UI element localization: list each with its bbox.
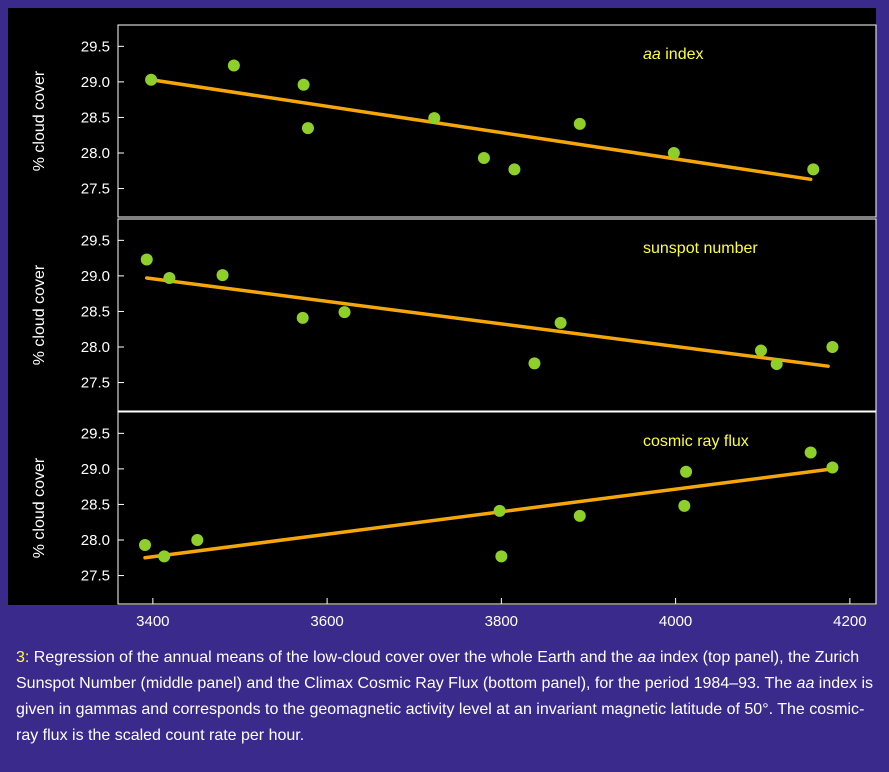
data-point — [163, 272, 176, 285]
y-axis-label: % cloud cover — [31, 70, 48, 171]
data-point — [573, 117, 586, 130]
x-tick-label: 3800 — [485, 613, 518, 630]
x-tick-label: 4000 — [659, 613, 692, 630]
y-tick-label: 29.5 — [81, 425, 110, 442]
x-tick-label: 3400 — [136, 613, 169, 630]
panel-3: 29.5 29.0 28.5 28.0 27.5 % cloud cover cosmic … — [31, 411, 877, 630]
data-point — [428, 112, 441, 125]
figure-caption: 3: Regression of the annual means of the… — [16, 645, 876, 749]
panel-1: 29.5 29.0 28.5 28.0 27.5 % cloud cover aa inde… — [31, 24, 877, 218]
y-tick-label: 28.5 — [81, 303, 110, 320]
data-point — [227, 59, 240, 72]
regression-line — [149, 78, 813, 182]
y-axis-label: % cloud cover — [31, 264, 48, 365]
regression-line — [143, 467, 835, 560]
data-point — [826, 341, 839, 353]
y-tick-label: 28.5 — [81, 496, 110, 513]
data-point — [678, 499, 691, 512]
plot-background — [8, 8, 876, 605]
y-tick-label: 29.0 — [81, 74, 110, 91]
data-point — [804, 446, 817, 459]
panel-frame — [117, 218, 877, 412]
data-point — [301, 122, 314, 135]
data-point — [826, 461, 839, 474]
data-point — [554, 316, 567, 329]
y-tick-label: 27.5 — [81, 568, 110, 585]
x-tick-label: 3600 — [310, 613, 343, 630]
y-tick-label: 29.0 — [81, 268, 110, 285]
y-axis-label: % cloud cover — [31, 457, 48, 558]
y-tick-label: 28.5 — [81, 109, 110, 126]
y-tick-label: 29.0 — [81, 461, 110, 478]
caption-text-5: index is given in gammas and corresponds… — [16, 675, 874, 744]
regression-line — [145, 276, 830, 368]
caption-text-2: aa — [637, 649, 656, 666]
y-tick-label: 29.5 — [81, 232, 110, 249]
data-point — [296, 311, 309, 324]
data-point — [754, 344, 767, 357]
data-point — [191, 534, 204, 546]
data-point — [216, 269, 229, 282]
data-point — [338, 306, 351, 319]
caption-number: 3: — [16, 649, 30, 666]
panel-2: 29.5 29.0 28.5 28.0 27.5 % cloud cover sunspot… — [31, 218, 877, 412]
caption-text-4: aa — [796, 675, 815, 692]
y-tick-label: 28.0 — [81, 532, 110, 549]
data-point — [158, 550, 171, 563]
data-point — [139, 538, 152, 551]
data-point — [807, 163, 820, 176]
y-tick-label: 27.5 — [81, 375, 110, 392]
panel-frame — [117, 24, 877, 218]
y-tick-label: 28.0 — [81, 145, 110, 162]
panel-title: sunspot number — [643, 240, 758, 257]
y-tick-label: 28.0 — [81, 339, 110, 356]
panel-title: cosmic ray flux — [643, 433, 749, 450]
data-point — [495, 550, 508, 563]
x-tick-label: 4200 — [833, 613, 866, 630]
data-point — [528, 357, 541, 370]
data-point — [508, 163, 521, 176]
data-point — [493, 504, 506, 517]
panel-frame — [117, 411, 877, 605]
data-point — [680, 465, 693, 478]
data-point — [140, 253, 153, 266]
caption-text-3: index (top panel), the Zurich Sunspot Nu… — [16, 649, 860, 692]
data-point — [770, 358, 783, 371]
y-tick-label: 27.5 — [81, 181, 110, 198]
data-point — [573, 509, 586, 522]
chart: 29.5 29.0 28.5 28.0 27.5 % cloud cover aa inde… — [8, 8, 877, 630]
data-point — [297, 78, 310, 91]
data-point — [667, 147, 680, 159]
panel-title: aa index — [643, 46, 704, 63]
y-tick-label: 29.5 — [81, 38, 110, 55]
data-point — [477, 151, 490, 164]
caption-text-1: Regression of the annual means of the lo… — [29, 649, 638, 666]
data-point — [145, 73, 158, 86]
